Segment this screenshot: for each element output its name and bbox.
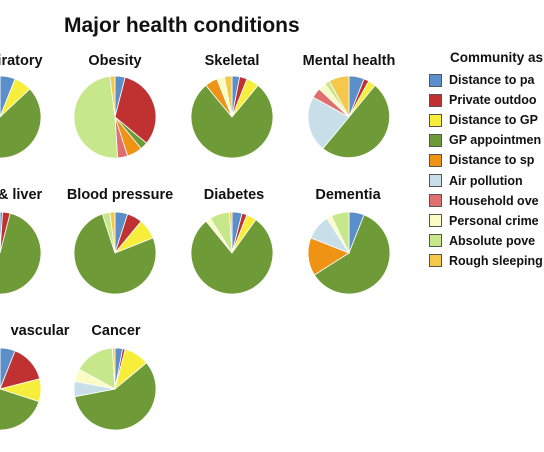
pie-2-slice-2 xyxy=(114,76,157,144)
legend-swatch xyxy=(429,254,442,268)
legend-swatch xyxy=(429,73,442,87)
pie-10-label: Cancer xyxy=(91,323,141,339)
legend-label: Personal crime xyxy=(449,213,539,228)
pie-3-slice-10 xyxy=(223,75,233,118)
legend-item: Distance to GP xyxy=(422,110,544,130)
legend-label: Household ove xyxy=(449,193,539,208)
chart-title: Major health conditions xyxy=(64,14,300,37)
legend-swatch xyxy=(429,214,442,228)
pie-4-slice-10 xyxy=(328,75,350,118)
pie-8-slice-9 xyxy=(331,211,350,254)
pie-1 xyxy=(0,75,42,159)
legend-label: Distance to pa xyxy=(449,73,535,88)
legend-item: Personal crime xyxy=(422,211,544,231)
pie-10-slice-4 xyxy=(74,362,157,431)
legend-label: Private outdoo xyxy=(449,93,537,108)
legend-label: Air pollution xyxy=(449,173,523,188)
legend: Community as Distance to pa Private outdo… xyxy=(422,50,544,271)
pie-2-slice-9 xyxy=(73,75,118,159)
legend-item: Absolute pove xyxy=(422,231,544,251)
legend-swatch xyxy=(429,133,442,147)
legend-swatch xyxy=(429,93,442,107)
pie-9 xyxy=(0,347,42,431)
pie-9-label: vascular xyxy=(10,323,70,339)
legend-label: GP appointmen xyxy=(449,133,542,148)
pie-5-slice-4 xyxy=(0,212,42,295)
pie-5 xyxy=(0,211,42,295)
pie-6 xyxy=(73,211,157,295)
legend-swatch xyxy=(429,194,442,208)
legend-label: Distance to GP xyxy=(449,113,538,128)
pie-10-slice-10 xyxy=(112,347,116,390)
pie-4 xyxy=(307,75,390,159)
legend-swatch xyxy=(429,113,442,127)
pie-8-slice-4 xyxy=(313,214,391,295)
legend-item: Distance to sp xyxy=(422,150,544,170)
pie-7 xyxy=(190,211,274,295)
pie-3-label: Skeletal xyxy=(204,53,260,69)
legend-title: Community as xyxy=(450,50,544,65)
legend-label: Rough sleeping xyxy=(449,253,543,268)
legend-swatch xyxy=(429,174,442,188)
legend-label: Distance to sp xyxy=(449,153,535,168)
legend-label: Absolute pove xyxy=(449,233,536,248)
legend-item: Distance to pa xyxy=(422,70,544,90)
legend-item: Private outdoo xyxy=(422,90,544,110)
pie-6-slice-10 xyxy=(109,211,116,254)
pie-2-slice-10 xyxy=(109,75,116,118)
legend-swatch xyxy=(429,234,442,248)
pie-6-slice-4 xyxy=(73,213,157,295)
legend-items: Distance to pa Private outdoo Distance to … xyxy=(422,70,544,271)
pie-6-label: Blood pressure xyxy=(66,187,174,203)
pie-8 xyxy=(307,211,391,295)
pie-1-slice-4 xyxy=(0,88,42,159)
legend-swatch xyxy=(429,153,442,167)
pie-4-slice-6 xyxy=(307,96,350,150)
pie-4-label: Mental health xyxy=(302,53,396,69)
pie-10 xyxy=(73,347,157,431)
pie-7-slice-4 xyxy=(190,219,274,295)
pie-3 xyxy=(190,75,274,159)
pie-3-slice-4 xyxy=(190,84,274,159)
pie-7-slice-10 xyxy=(229,211,233,254)
legend-item: Rough sleeping xyxy=(422,251,544,271)
pie-4-slice-4 xyxy=(322,84,390,159)
pie-9-slice-4 xyxy=(0,387,40,431)
pie-2-label: Obesity xyxy=(88,53,142,69)
legend-item: Household ove xyxy=(422,191,544,211)
pie-2 xyxy=(73,75,157,159)
legend-item: Air pollution xyxy=(422,170,544,190)
pie-8-label: Dementia xyxy=(315,187,381,203)
pie-5-label: & liver xyxy=(0,187,43,203)
pie-7-label: Diabetes xyxy=(203,187,265,203)
legend-item: GP appointmen xyxy=(422,130,544,150)
pie-1-label: iratory xyxy=(0,53,43,69)
